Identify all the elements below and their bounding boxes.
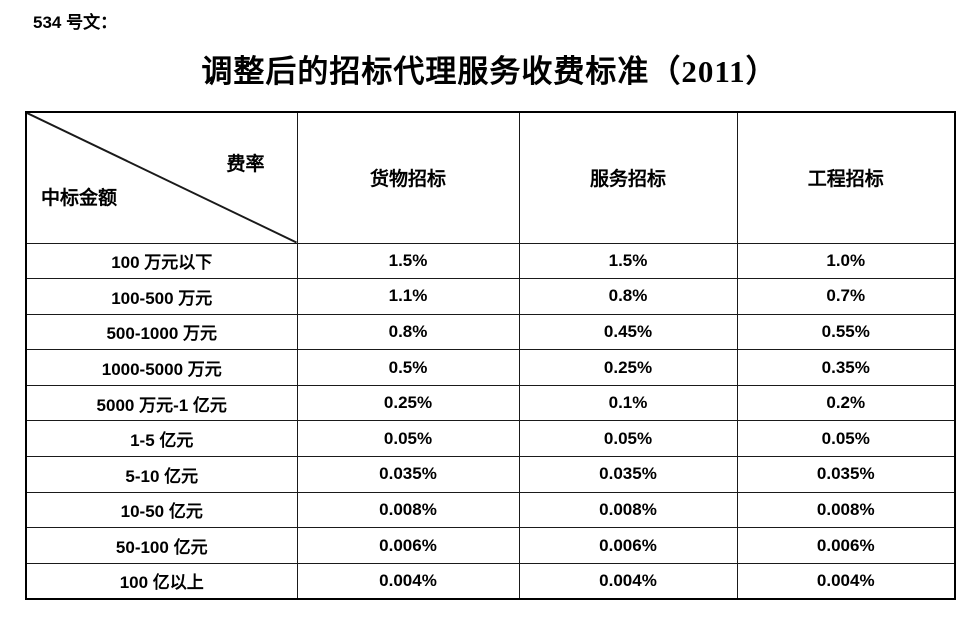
diagonal-divider-line [27, 113, 297, 243]
services-rate-cell: 0.006% [518, 527, 738, 564]
column-header-goods: 货物招标 [296, 111, 520, 244]
corner-label-bid-amount: 中标金额 [41, 188, 118, 209]
table-row: 5-10 亿元 0.035% 0.035% 0.035% [25, 456, 956, 493]
table-row: 10-50 亿元 0.008% 0.008% 0.008% [25, 491, 956, 529]
table-row: 1-5 亿元 0.05% 0.05% 0.05% [25, 420, 956, 458]
goods-rate-cell: 0.035% [296, 456, 520, 493]
engineering-rate-cell: 0.05% [736, 420, 956, 458]
engineering-rate-cell: 0.35% [736, 349, 956, 386]
corner-label-rate: 费率 [226, 154, 265, 175]
goods-rate-cell: 0.8% [296, 313, 520, 351]
header-row: 费率 中标金额 货物招标 服务招标 工程招标 [25, 111, 956, 244]
doc-ref: 534 号文： [33, 13, 118, 32]
services-rate-cell: 0.25% [518, 349, 738, 386]
amount-range-cell: 1-5 亿元 [25, 420, 298, 458]
page-title: 调整后的招标代理服务收费标准（2011） [201, 54, 778, 89]
services-rate-cell: 0.1% [518, 384, 738, 422]
table-row: 500-1000 万元 0.8% 0.45% 0.55% [25, 313, 956, 351]
engineering-rate-cell: 0.7% [736, 278, 956, 315]
amount-range-cell: 100 亿以上 [25, 562, 298, 600]
amount-range-cell: 500-1000 万元 [25, 313, 298, 351]
table-row: 50-100 亿元 0.006% 0.006% 0.006% [25, 527, 956, 564]
engineering-rate-cell: 1.0% [736, 242, 956, 280]
amount-range-cell: 5000 万元-1 亿元 [25, 384, 298, 422]
services-rate-cell: 0.004% [518, 562, 738, 600]
table-row: 100 万元以下 1.5% 1.5% 1.0% [25, 242, 956, 280]
services-rate-cell: 0.45% [518, 313, 738, 351]
fee-table: 费率 中标金额 货物招标 服务招标 工程招标 100 万元以下 1.5% 1.5… [25, 111, 956, 600]
column-header-engineering: 工程招标 [736, 111, 956, 244]
amount-range-cell: 10-50 亿元 [25, 491, 298, 529]
engineering-rate-cell: 0.2% [736, 384, 956, 422]
table-row: 5000 万元-1 亿元 0.25% 0.1% 0.2% [25, 384, 956, 422]
goods-rate-cell: 1.5% [296, 242, 520, 280]
amount-range-cell: 1000-5000 万元 [25, 349, 298, 386]
engineering-rate-cell: 0.006% [736, 527, 956, 564]
engineering-rate-cell: 0.035% [736, 456, 956, 493]
services-rate-cell: 1.5% [518, 242, 738, 280]
amount-range-cell: 5-10 亿元 [25, 456, 298, 493]
goods-rate-cell: 0.006% [296, 527, 520, 564]
table-row: 1000-5000 万元 0.5% 0.25% 0.35% [25, 349, 956, 386]
services-rate-cell: 0.035% [518, 456, 738, 493]
services-rate-cell: 0.8% [518, 278, 738, 315]
column-header-services: 服务招标 [518, 111, 738, 244]
engineering-rate-cell: 0.55% [736, 313, 956, 351]
goods-rate-cell: 0.004% [296, 562, 520, 600]
amount-range-cell: 50-100 亿元 [25, 527, 298, 564]
engineering-rate-cell: 0.008% [736, 491, 956, 529]
services-rate-cell: 0.008% [518, 491, 738, 529]
goods-rate-cell: 1.1% [296, 278, 520, 315]
goods-rate-cell: 0.5% [296, 349, 520, 386]
amount-range-cell: 100-500 万元 [25, 278, 298, 315]
table-row: 100 亿以上 0.004% 0.004% 0.004% [25, 562, 956, 600]
corner-cell: 费率 中标金额 [25, 111, 298, 244]
amount-range-cell: 100 万元以下 [25, 242, 298, 280]
goods-rate-cell: 0.05% [296, 420, 520, 458]
engineering-rate-cell: 0.004% [736, 562, 956, 600]
goods-rate-cell: 0.008% [296, 491, 520, 529]
services-rate-cell: 0.05% [518, 420, 738, 458]
table-row: 100-500 万元 1.1% 0.8% 0.7% [25, 278, 956, 315]
goods-rate-cell: 0.25% [296, 384, 520, 422]
table-body: 100 万元以下 1.5% 1.5% 1.0% 100-500 万元 1.1% … [25, 242, 956, 600]
